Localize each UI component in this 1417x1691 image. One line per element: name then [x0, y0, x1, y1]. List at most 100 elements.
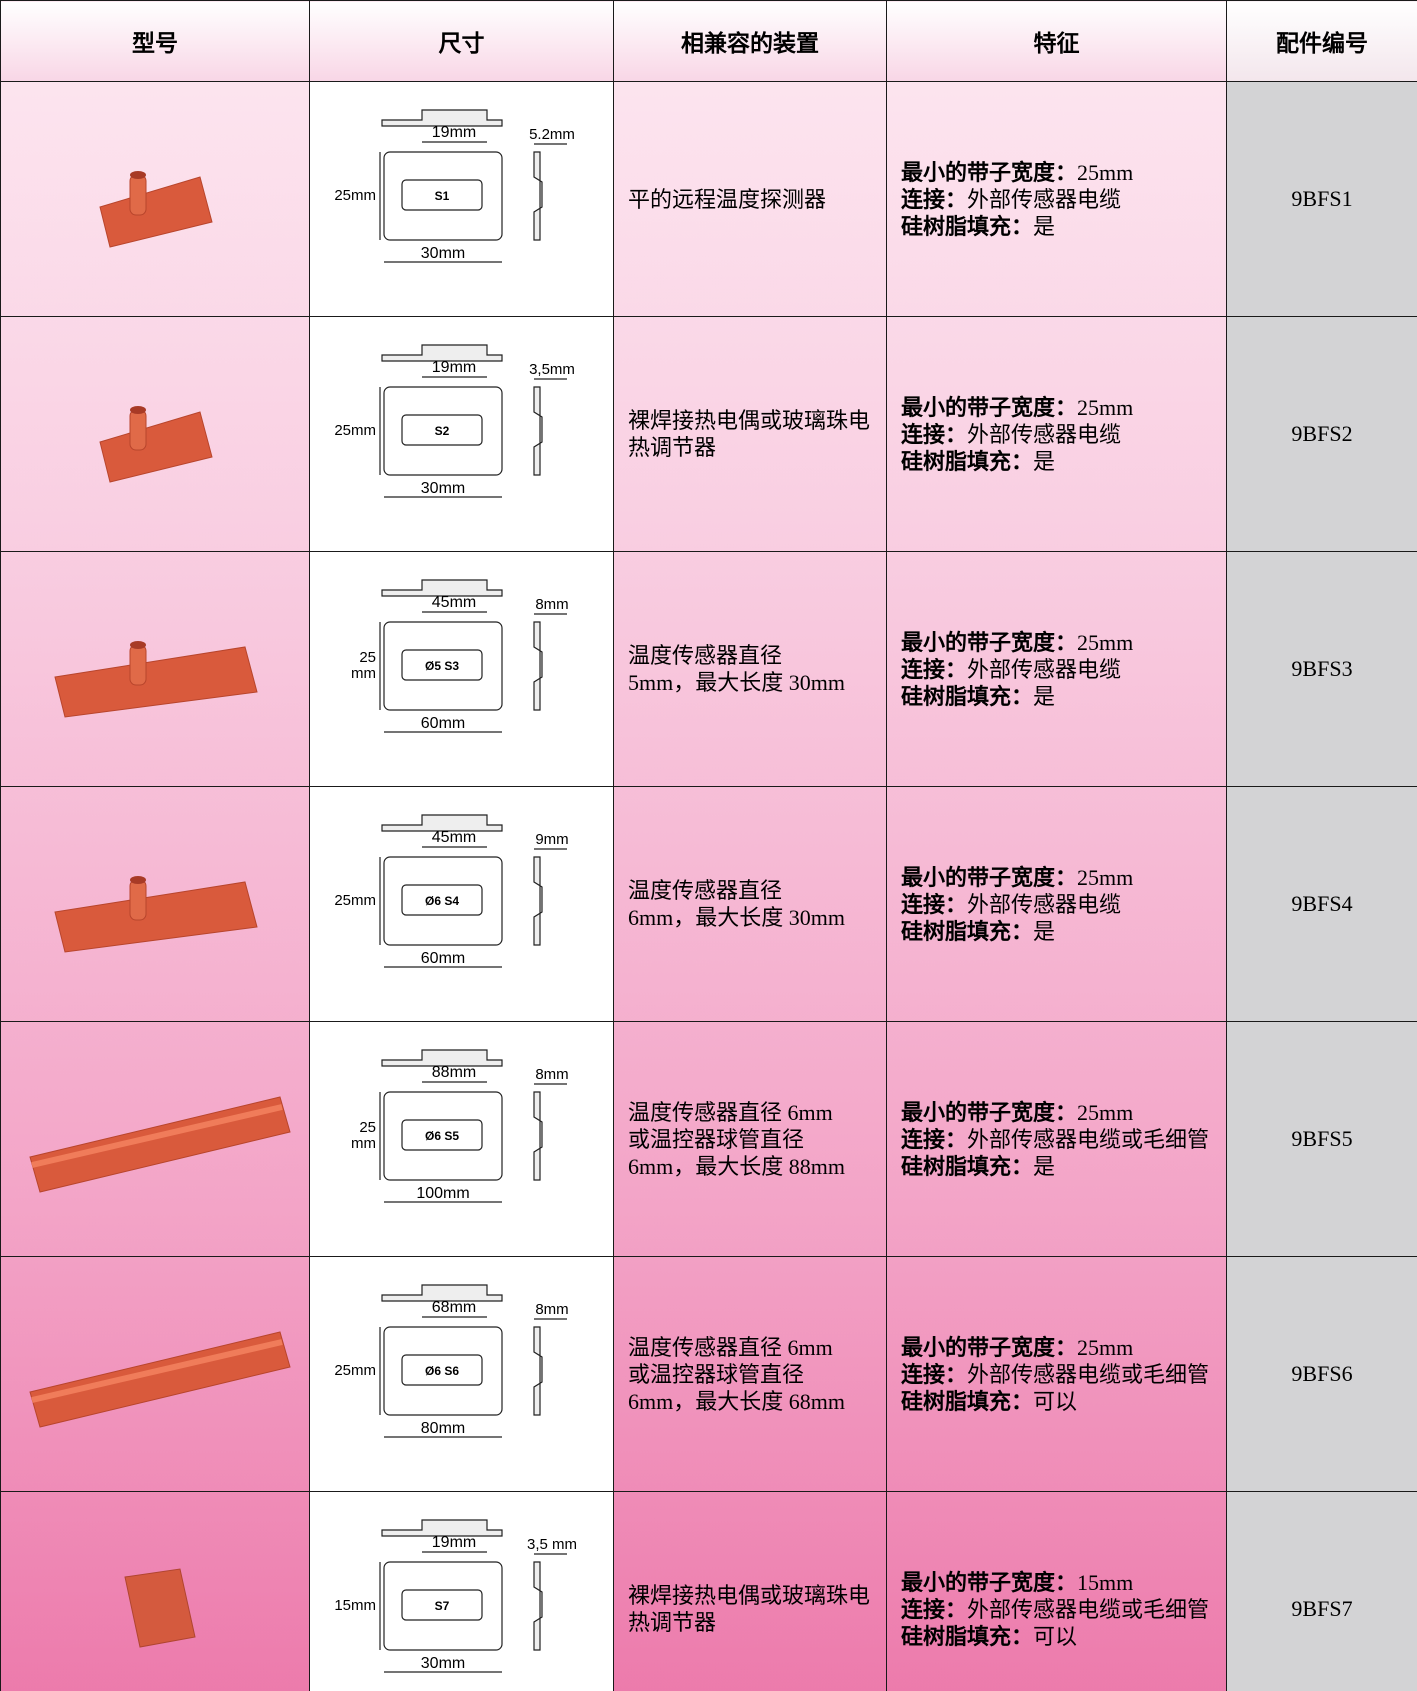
dimension-drawing: 88mm Ø6 S5 25 mm 100mm 8mm: [351, 1049, 568, 1203]
plate-inner: [400, 649, 483, 681]
model-cell: [0, 1021, 310, 1257]
dimension-cell: 45mm Ø5 S3 25 mm 60mm 8mm: [309, 551, 614, 787]
dimension-drawing: 19mm S2 25mm 30mm 3,5mm: [334, 344, 574, 498]
silicone-body: [99, 175, 213, 248]
table-body: 19mm S1 25mm 30mm 5.2mm 平的远程温度探测器 最小的带子宽度：25mm…: [0, 81, 1417, 1691]
header-cell: 配件编号: [1226, 0, 1417, 82]
model-cell: [0, 316, 310, 552]
plate-inner: [400, 884, 483, 916]
feature-value: 15mm: [1077, 1569, 1134, 1595]
dim-label: 30mm: [420, 480, 464, 497]
dim-label: 5.2mm: [529, 126, 575, 143]
dimension-cell: 19mm S1 25mm 30mm 5.2mm: [309, 81, 614, 317]
feature-value: 是: [1033, 918, 1056, 944]
product-image: [124, 1567, 196, 1648]
product-image: [29, 1095, 291, 1193]
plate-mark: Ø5 S3: [424, 659, 458, 673]
header-cell: 相兼容的装置: [613, 0, 887, 82]
feature-line: 硅树脂填充：是: [901, 918, 1216, 945]
tube: [129, 174, 147, 215]
feature-value: 是: [1033, 213, 1056, 239]
feature-value: 25mm: [1077, 629, 1134, 655]
feature-label: 硅树脂填充：: [901, 1623, 1034, 1649]
plate-mark: Ø6 S4: [424, 894, 458, 908]
dim-label: 80mm: [420, 1420, 464, 1437]
feature-line: 连接：外部传感器电缆或毛细管: [901, 1361, 1216, 1388]
side-profile: [532, 151, 543, 241]
table-row: 68mm Ø6 S6 25mm 80mm 8mm 温度传感器直径 6mm 或温控器球管直径…: [0, 1256, 1417, 1492]
features-cell: 最小的带子宽度：25mm 连接：外部传感器电缆或毛细管 硅树脂填充：是: [886, 1021, 1227, 1257]
feature-label: 连接：: [901, 421, 968, 447]
model-cell: [0, 551, 310, 787]
dim-label: 30mm: [420, 1655, 464, 1672]
plate-outline: [382, 1091, 503, 1181]
part-number: 9BFS2: [1226, 316, 1417, 552]
dim-label: 19mm: [431, 359, 475, 376]
feature-value: 25mm: [1077, 864, 1134, 890]
feature-value: 25mm: [1077, 159, 1134, 185]
part-number: 9BFS3: [1226, 551, 1417, 787]
product-image: [29, 1330, 291, 1428]
dim-label: 60mm: [420, 950, 464, 967]
side-profile: [532, 386, 543, 476]
dimension-cell: 45mm Ø6 S4 25mm 60mm 9mm: [309, 786, 614, 1022]
plate-outline: [382, 856, 503, 946]
features-cell: 最小的带子宽度：15mm 连接：外部传感器电缆或毛细管 硅树脂填充：可以: [886, 1491, 1227, 1691]
dim-label: 8mm: [535, 1301, 568, 1318]
feature-value: 25mm: [1077, 394, 1134, 420]
header-row: 型号 尺寸 相兼容的装置 特征 配件编号: [0, 0, 1417, 82]
dim-label: 60mm: [420, 715, 464, 732]
silicone-body: [99, 410, 213, 483]
feature-line: 连接：外部传感器电缆: [901, 186, 1216, 213]
tube-top: [130, 170, 146, 179]
part-number: 9BFS6: [1226, 1256, 1417, 1492]
feature-line: 最小的带子宽度：25mm: [901, 864, 1216, 891]
plate-outline: [382, 621, 503, 711]
feature-label: 硅树脂填充：: [901, 213, 1034, 239]
feature-value: 外部传感器电缆或毛细管: [967, 1361, 1210, 1387]
dim-label: 25mm: [334, 892, 376, 909]
feature-label: 最小的带子宽度：: [901, 159, 1078, 185]
feature-line: 最小的带子宽度：15mm: [901, 1569, 1216, 1596]
top-profile: [380, 814, 503, 832]
plate-outline: [382, 1561, 503, 1651]
feature-line: 最小的带子宽度：25mm: [901, 1334, 1216, 1361]
table-row: 19mm S2 25mm 30mm 3,5mm 裸焊接热电偶或玻璃珠电热调节器 最小的带子宽…: [0, 316, 1417, 552]
dimension-cell: 19mm S7 15mm 30mm 3,5 mm: [309, 1491, 614, 1691]
side-profile: [532, 1091, 543, 1181]
header-cell: 尺寸: [309, 0, 614, 82]
tube-top: [130, 640, 146, 649]
features-cell: 最小的带子宽度：25mm 连接：外部传感器电缆 硅树脂填充：是: [886, 81, 1227, 317]
feature-label: 最小的带子宽度：: [901, 864, 1078, 890]
dim-label: 68mm: [431, 1299, 475, 1316]
feature-line: 连接：外部传感器电缆或毛细管: [901, 1126, 1216, 1153]
dim-label: 25mm: [334, 1362, 376, 1379]
header-cell: 型号: [0, 0, 310, 82]
side-profile: [532, 856, 543, 946]
plate-inner: [400, 414, 483, 446]
top-profile: [380, 344, 503, 362]
features-cell: 最小的带子宽度：25mm 连接：外部传感器电缆 硅树脂填充：是: [886, 551, 1227, 787]
dim-label: 8mm: [535, 596, 568, 613]
compatible-cell: 裸焊接热电偶或玻璃珠电热调节器: [613, 316, 887, 552]
compatible-cell: 平的远程温度探测器: [613, 81, 887, 317]
feature-label: 连接：: [901, 186, 968, 212]
feature-line: 硅树脂填充：可以: [901, 1388, 1216, 1415]
plate-outline: [382, 151, 503, 241]
dimension-drawing: 68mm Ø6 S6 25mm 80mm 8mm: [334, 1284, 568, 1438]
feature-label: 连接：: [901, 891, 968, 917]
feature-value: 25mm: [1077, 1334, 1134, 1360]
feature-value: 外部传感器电缆: [967, 891, 1122, 917]
feature-label: 硅树脂填充：: [901, 918, 1034, 944]
features-cell: 最小的带子宽度：25mm 连接：外部传感器电缆 硅树脂填充：是: [886, 316, 1227, 552]
feature-line: 最小的带子宽度：25mm: [901, 1099, 1216, 1126]
feature-line: 连接：外部传感器电缆: [901, 421, 1216, 448]
feature-label: 最小的带子宽度：: [901, 394, 1078, 420]
plate-mark: Ø6 S5: [424, 1129, 458, 1143]
silicone-rib: [31, 1103, 283, 1168]
dimension-drawing: 45mm Ø5 S3 25 mm 60mm 8mm: [351, 579, 568, 733]
feature-line: 最小的带子宽度：25mm: [901, 629, 1216, 656]
feature-label: 硅树脂填充：: [901, 448, 1034, 474]
